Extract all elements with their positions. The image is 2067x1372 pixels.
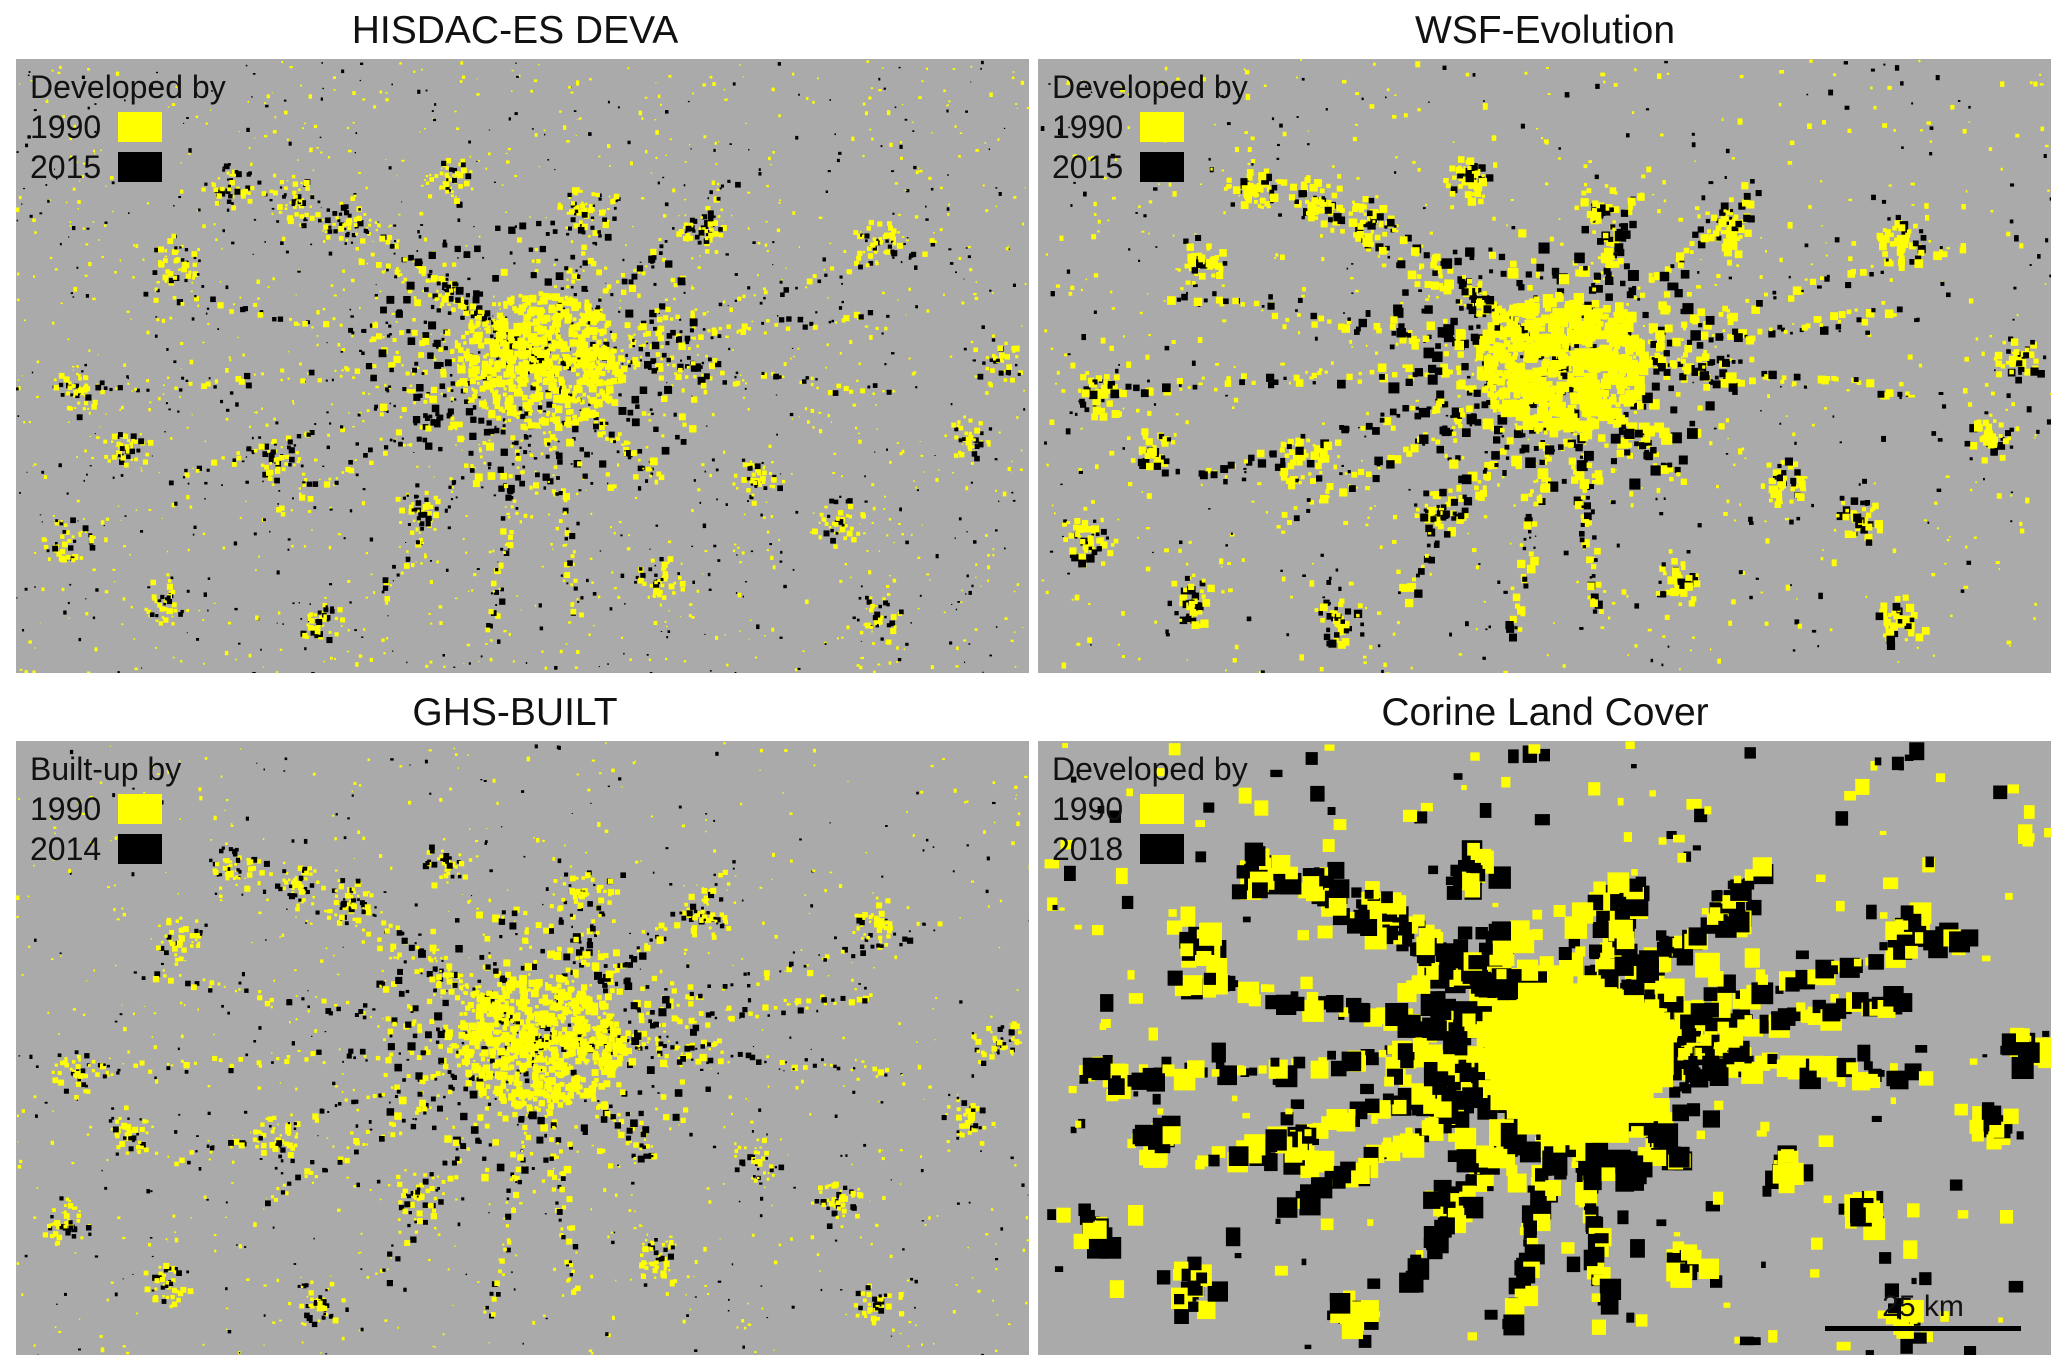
map-canvas — [16, 60, 1029, 673]
map-canvas — [16, 742, 1029, 1355]
map-legend: Developed by 1990 2018 — [1052, 749, 1248, 869]
scale-bar-line — [1825, 1326, 2021, 1331]
legend-year-2: 2014 — [30, 831, 102, 867]
legend-swatch-black — [118, 834, 162, 864]
legend-swatch-yellow — [1140, 112, 1184, 142]
scale-bar-label: 25 km — [1882, 1290, 1964, 1323]
legend-year-1: 1990 — [1052, 791, 1124, 827]
legend-title: Developed by — [1052, 751, 1248, 787]
map-legend: Built-up by 1990 2014 — [30, 749, 181, 869]
legend-year-1: 1990 — [1052, 109, 1124, 145]
legend-swatch-black — [118, 152, 162, 182]
map-panel-wsf: Developed by 1990 2015 — [1038, 59, 2051, 673]
map-legend: Developed by 1990 2015 — [1052, 67, 1248, 187]
legend-swatch-yellow — [1140, 794, 1184, 824]
legend-swatch-yellow — [118, 112, 162, 142]
panel-title-4: Corine Land Cover — [1381, 691, 1709, 734]
map-legend: Developed by 1990 2015 — [30, 67, 226, 187]
panel-title-3: GHS-BUILT — [412, 691, 618, 734]
legend-swatch-black — [1140, 152, 1184, 182]
map-panel-ghs: Built-up by 1990 2014 — [16, 741, 1029, 1355]
scale-bar: 25 km — [1825, 1290, 2021, 1331]
panel-title-1: HISDAC-ES DEVA — [351, 9, 679, 52]
panel-title-2: WSF-Evolution — [1414, 9, 1676, 52]
legend-title: Developed by — [1052, 69, 1248, 105]
legend-year-2: 2015 — [30, 149, 102, 185]
legend-swatch-yellow — [118, 794, 162, 824]
legend-year-2: 2015 — [1052, 149, 1124, 185]
legend-year-2: 2018 — [1052, 831, 1124, 867]
map-canvas — [1044, 741, 2051, 1355]
map-panel-corine: Developed by 1990 2018 25 km — [1038, 741, 2051, 1355]
legend-swatch-black — [1140, 834, 1184, 864]
legend-title: Developed by — [30, 69, 226, 105]
legend-year-1: 1990 — [30, 791, 102, 827]
legend-year-1: 1990 — [30, 109, 102, 145]
map-canvas — [1040, 59, 2051, 673]
map-panel-hisdac: Developed by 1990 2015 — [16, 59, 1029, 673]
legend-title: Built-up by — [30, 751, 182, 787]
